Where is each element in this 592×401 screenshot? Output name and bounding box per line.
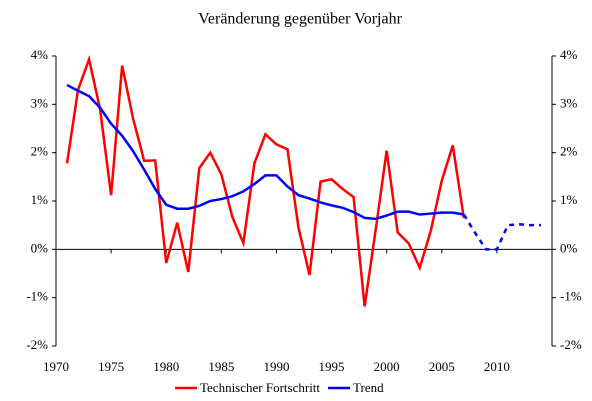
- legend-label: Technischer Fortschritt: [200, 380, 320, 395]
- x-tick-label: 1995: [319, 359, 345, 374]
- y-tick-label: -1%: [26, 289, 48, 304]
- x-tick-label: 1970: [43, 359, 69, 374]
- x-tick-label: 2000: [374, 359, 400, 374]
- y2-tick-label: 4%: [560, 47, 578, 62]
- y-tick-label: 0%: [31, 240, 49, 255]
- x-tick-label: 1975: [98, 359, 124, 374]
- legend-label: Trend: [353, 380, 384, 395]
- series-line: [65, 54, 466, 307]
- y2-tick-label: -2%: [560, 337, 582, 352]
- y2-tick-label: 2%: [560, 144, 578, 159]
- x-tick-label: 1990: [263, 359, 289, 374]
- x-tick-label: 1985: [208, 359, 234, 374]
- y-tick-label: 2%: [31, 144, 49, 159]
- x-tick-label: 2010: [484, 359, 510, 374]
- series-line: [66, 83, 465, 221]
- y2-tick-label: 0%: [560, 240, 578, 255]
- chart-title: Veränderung gegenüber Vorjahr: [198, 11, 402, 28]
- y-tick-label: 4%: [31, 47, 49, 62]
- y2-tick-label: -1%: [560, 289, 582, 304]
- x-tick-label: 1980: [153, 359, 179, 374]
- y-tick-label: 3%: [31, 95, 49, 110]
- y-tick-label: -2%: [26, 337, 48, 352]
- x-tick-label: 2005: [429, 359, 455, 374]
- trend-forecast-line: [462, 213, 541, 251]
- y2-tick-label: 3%: [560, 95, 578, 110]
- y-tick-label: 1%: [31, 192, 49, 207]
- y2-tick-label: 1%: [560, 192, 578, 207]
